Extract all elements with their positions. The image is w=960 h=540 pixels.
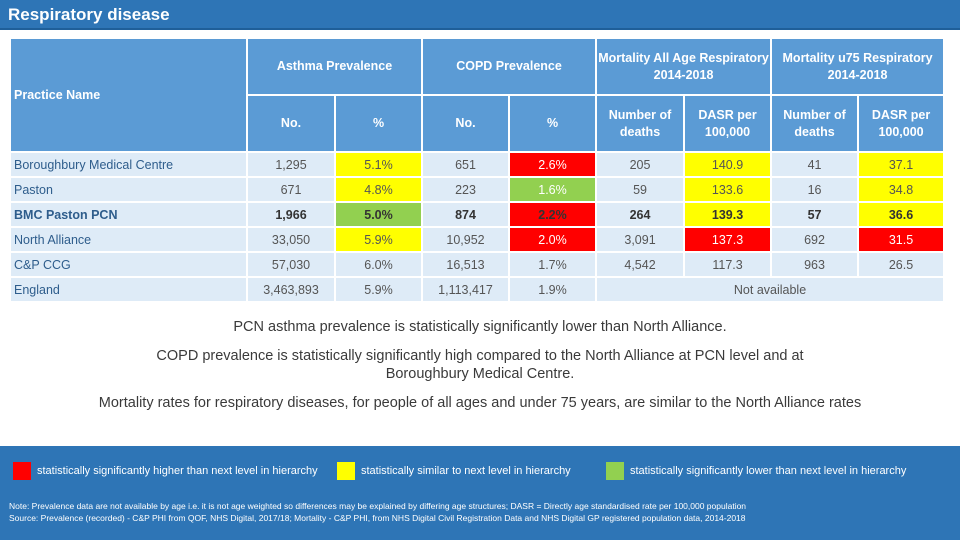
asthma-no-cell: 1,295 xyxy=(248,153,336,178)
table-row-paston: Paston 671 4.8% 223 1.6% 59 133.6 16 34.… xyxy=(11,178,946,203)
asthma-no-cell: 671 xyxy=(248,178,336,203)
asthma-no-cell: 33,050 xyxy=(248,228,336,253)
yellow-swatch-icon xyxy=(337,462,355,480)
legend-label: statistically significantly higher than … xyxy=(37,465,318,477)
mort-dasr-header: DASR per 100,000 xyxy=(685,96,773,153)
asthma-pct-cell: 6.0% xyxy=(336,253,423,278)
respiratory-table-container: Practice Name Asthma Prevalence COPD Pre… xyxy=(11,39,946,303)
finding-copd: COPD prevalence is statistically signifi… xyxy=(156,348,804,382)
mort-dasr-cell: 140.9 xyxy=(685,153,773,178)
copd-no-cell: 874 xyxy=(423,203,510,228)
mortality-all-age-header: Mortality All Age Respiratory 2014-2018 xyxy=(597,39,773,96)
legend-item-lower: statistically significantly lower than n… xyxy=(606,462,926,480)
table-row-england: England 3,463,893 5.9% 1,113,417 1.9% No… xyxy=(11,278,946,303)
practice-name-header: Practice Name xyxy=(11,39,248,153)
table-row-pcn: BMC Paston PCN 1,966 5.0% 874 2.2% 264 1… xyxy=(11,203,946,228)
mort-deaths-cell: 3,091 xyxy=(597,228,686,253)
practice-name-cell: North Alliance xyxy=(11,228,248,253)
title-bar: Respiratory disease xyxy=(0,0,960,30)
practice-name-cell: C&P CCG xyxy=(11,253,248,278)
footnote-note: Note: Prevalence data are not available … xyxy=(9,501,747,511)
mort-deaths-header: Number of deaths xyxy=(597,96,686,153)
u75-dasr-cell: 37.1 xyxy=(859,153,946,178)
copd-pct-cell: 2.6% xyxy=(510,153,598,178)
table-row-boroughbury: Boroughbury Medical Centre 1,295 5.1% 65… xyxy=(11,153,946,178)
u75-deaths-header: Number of deaths xyxy=(772,96,860,153)
u75-deaths-cell: 963 xyxy=(772,253,860,278)
asthma-no-header: No. xyxy=(248,96,336,153)
not-available-cell: Not available xyxy=(597,278,946,303)
mort-dasr-cell: 139.3 xyxy=(685,203,773,228)
asthma-no-cell: 57,030 xyxy=(248,253,336,278)
legend-label: statistically similar to next level in h… xyxy=(361,465,571,477)
practice-name-cell: England xyxy=(11,278,248,303)
mort-deaths-cell: 205 xyxy=(597,153,686,178)
legend-item-similar: statistically similar to next level in h… xyxy=(337,462,597,480)
green-swatch-icon xyxy=(606,462,624,480)
mortality-u75-header: Mortality u75 Respiratory 2014-2018 xyxy=(772,39,946,96)
legend-item-higher: statistically significantly higher than … xyxy=(13,462,333,480)
mort-dasr-cell: 117.3 xyxy=(685,253,773,278)
asthma-pct-cell: 5.9% xyxy=(336,278,423,303)
finding-mortality: Mortality rates for respiratory diseases… xyxy=(98,395,862,411)
copd-pct-cell: 1.9% xyxy=(510,278,598,303)
mort-dasr-cell: 137.3 xyxy=(685,228,773,253)
copd-pct-header: % xyxy=(510,96,598,153)
footnote-source: Source: Prevalence (recorded) - C&P PHI … xyxy=(9,513,746,523)
asthma-pct-header: % xyxy=(336,96,423,153)
mort-deaths-cell: 59 xyxy=(597,178,686,203)
copd-no-cell: 223 xyxy=(423,178,510,203)
copd-no-cell: 1,113,417 xyxy=(423,278,510,303)
u75-deaths-cell: 57 xyxy=(772,203,860,228)
copd-pct-cell: 1.7% xyxy=(510,253,598,278)
copd-prevalence-header: COPD Prevalence xyxy=(423,39,598,96)
footer-panel: statistically significantly higher than … xyxy=(0,446,960,540)
u75-deaths-cell: 16 xyxy=(772,178,860,203)
u75-dasr-header: DASR per 100,000 xyxy=(859,96,946,153)
finding-asthma: PCN asthma prevalence is statistically s… xyxy=(233,319,727,335)
u75-dasr-cell: 36.6 xyxy=(859,203,946,228)
u75-deaths-cell: 692 xyxy=(772,228,860,253)
copd-pct-cell: 1.6% xyxy=(510,178,598,203)
red-swatch-icon xyxy=(13,462,31,480)
practice-name-cell: Boroughbury Medical Centre xyxy=(11,153,248,178)
u75-dasr-cell: 34.8 xyxy=(859,178,946,203)
copd-no-cell: 651 xyxy=(423,153,510,178)
asthma-no-cell: 3,463,893 xyxy=(248,278,336,303)
table-row-north-alliance: North Alliance 33,050 5.9% 10,952 2.0% 3… xyxy=(11,228,946,253)
u75-dasr-cell: 26.5 xyxy=(859,253,946,278)
mort-dasr-cell: 133.6 xyxy=(685,178,773,203)
u75-deaths-cell: 41 xyxy=(772,153,860,178)
asthma-no-cell: 1,966 xyxy=(248,203,336,228)
u75-dasr-cell: 31.5 xyxy=(859,228,946,253)
practice-name-cell: Paston xyxy=(11,178,248,203)
asthma-prevalence-header: Asthma Prevalence xyxy=(248,39,423,96)
asthma-pct-cell: 4.8% xyxy=(336,178,423,203)
respiratory-table: Practice Name Asthma Prevalence COPD Pre… xyxy=(11,39,946,303)
legend-label: statistically significantly lower than n… xyxy=(630,465,907,477)
copd-pct-cell: 2.2% xyxy=(510,203,598,228)
copd-no-header: No. xyxy=(423,96,510,153)
table-row-ccg: C&P CCG 57,030 6.0% 16,513 1.7% 4,542 11… xyxy=(11,253,946,278)
copd-no-cell: 16,513 xyxy=(423,253,510,278)
copd-no-cell: 10,952 xyxy=(423,228,510,253)
asthma-pct-cell: 5.1% xyxy=(336,153,423,178)
copd-pct-cell: 2.0% xyxy=(510,228,598,253)
page-title: Respiratory disease xyxy=(8,5,170,24)
findings-section: PCN asthma prevalence is statistically s… xyxy=(0,318,960,423)
asthma-pct-cell: 5.9% xyxy=(336,228,423,253)
mort-deaths-cell: 264 xyxy=(597,203,686,228)
practice-name-cell: BMC Paston PCN xyxy=(11,203,248,228)
mort-deaths-cell: 4,542 xyxy=(597,253,686,278)
asthma-pct-cell: 5.0% xyxy=(336,203,423,228)
